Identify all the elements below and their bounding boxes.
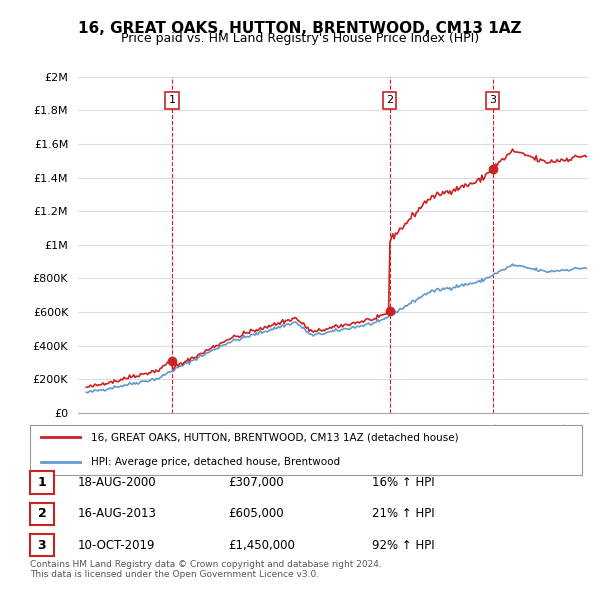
Text: 16% ↑ HPI: 16% ↑ HPI [372, 476, 434, 489]
Text: 3: 3 [489, 95, 496, 105]
Text: £1,450,000: £1,450,000 [228, 539, 295, 552]
Text: 10-OCT-2019: 10-OCT-2019 [78, 539, 155, 552]
Text: 18-AUG-2000: 18-AUG-2000 [78, 476, 157, 489]
Text: £605,000: £605,000 [228, 507, 284, 520]
Text: Price paid vs. HM Land Registry's House Price Index (HPI): Price paid vs. HM Land Registry's House … [121, 32, 479, 45]
Text: Contains HM Land Registry data © Crown copyright and database right 2024.
This d: Contains HM Land Registry data © Crown c… [30, 560, 382, 579]
Text: 16, GREAT OAKS, HUTTON, BRENTWOOD, CM13 1AZ (detached house): 16, GREAT OAKS, HUTTON, BRENTWOOD, CM13 … [91, 432, 458, 442]
Text: 16, GREAT OAKS, HUTTON, BRENTWOOD, CM13 1AZ: 16, GREAT OAKS, HUTTON, BRENTWOOD, CM13 … [78, 21, 522, 35]
Text: 1: 1 [169, 95, 176, 105]
Text: £307,000: £307,000 [228, 476, 284, 489]
Text: 2: 2 [386, 95, 393, 105]
Text: 92% ↑ HPI: 92% ↑ HPI [372, 539, 434, 552]
Text: 1: 1 [38, 476, 46, 489]
Text: 16-AUG-2013: 16-AUG-2013 [78, 507, 157, 520]
Text: 2: 2 [38, 507, 46, 520]
Text: 21% ↑ HPI: 21% ↑ HPI [372, 507, 434, 520]
Text: HPI: Average price, detached house, Brentwood: HPI: Average price, detached house, Bren… [91, 457, 340, 467]
Text: 3: 3 [38, 539, 46, 552]
